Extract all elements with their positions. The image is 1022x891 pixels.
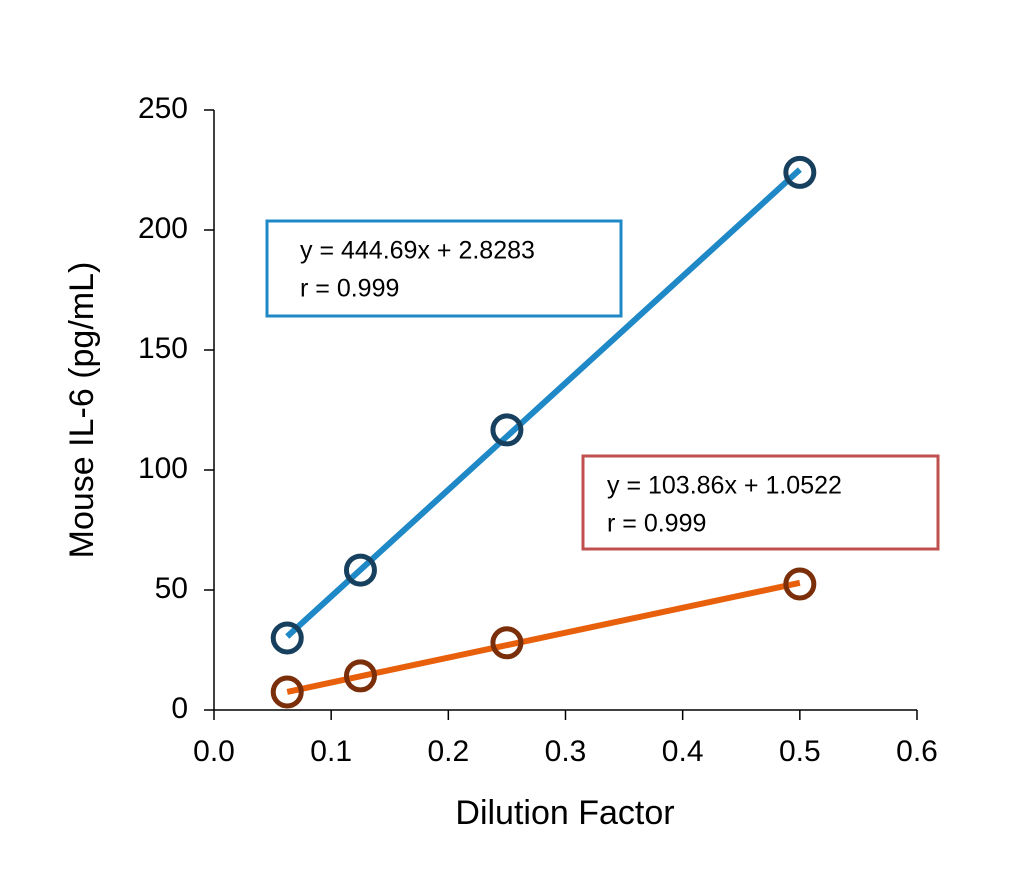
- y-tick-label: 250: [138, 92, 188, 125]
- equation-text: y = 444.69x + 2.8283: [300, 237, 535, 265]
- y-axis-title: Mouse IL-6 (pg/mL): [63, 262, 101, 559]
- data-point: [490, 626, 524, 660]
- data-point: [270, 675, 304, 709]
- x-axis-title: Dilution Factor: [455, 794, 674, 832]
- y-tick-label: 0: [171, 692, 188, 725]
- y-tick-label: 150: [138, 332, 188, 365]
- x-tick-label: 0.4: [662, 735, 704, 768]
- x-tick-label: 0.5: [779, 735, 821, 768]
- equation-text: r = 0.999: [300, 275, 399, 303]
- data-point: [270, 621, 304, 655]
- trendline: [286, 579, 801, 695]
- data-point: [783, 155, 817, 189]
- equation-box: [581, 454, 940, 551]
- equation-text: r = 0.999: [607, 510, 706, 538]
- x-tick-label: 0.1: [310, 735, 352, 768]
- x-tick-label: 0.2: [427, 735, 469, 768]
- data-point: [783, 567, 817, 601]
- x-tick-label: 0.6: [896, 735, 938, 768]
- x-tick-label: 0.3: [545, 735, 587, 768]
- data-point: [343, 659, 377, 693]
- y-tick-label: 50: [155, 572, 188, 605]
- y-tick-label: 100: [138, 452, 188, 485]
- trendline: [285, 167, 802, 639]
- y-tick-label: 200: [138, 212, 188, 245]
- x-tick-label: 0.0: [193, 735, 235, 768]
- equation-text: y = 103.86x + 1.0522: [607, 472, 842, 500]
- equation-box: [265, 219, 623, 318]
- data-point: [490, 413, 524, 447]
- data-point: [343, 553, 377, 587]
